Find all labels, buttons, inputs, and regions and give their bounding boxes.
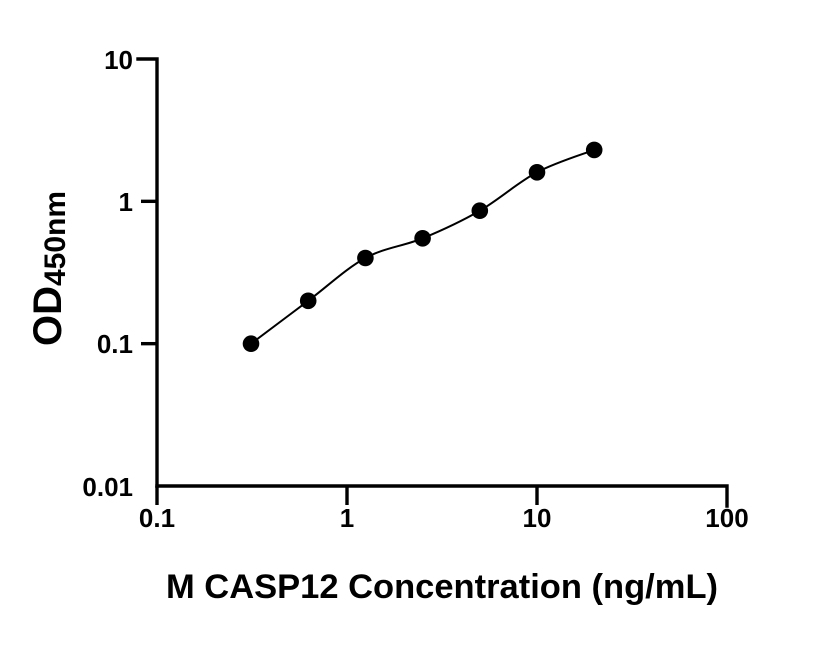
- svg-text:0.01: 0.01: [82, 472, 133, 502]
- svg-text:0.1: 0.1: [97, 329, 133, 359]
- svg-text:M CASP12 Concentration (ng/mL): M CASP12 Concentration (ng/mL): [166, 568, 718, 606]
- svg-text:0.1: 0.1: [139, 503, 175, 533]
- svg-text:OD450nm: OD450nm: [26, 191, 72, 346]
- svg-text:10: 10: [523, 503, 552, 533]
- svg-text:100: 100: [705, 503, 748, 533]
- svg-text:10: 10: [104, 45, 133, 75]
- svg-text:1: 1: [340, 503, 354, 533]
- svg-text:1: 1: [119, 187, 133, 217]
